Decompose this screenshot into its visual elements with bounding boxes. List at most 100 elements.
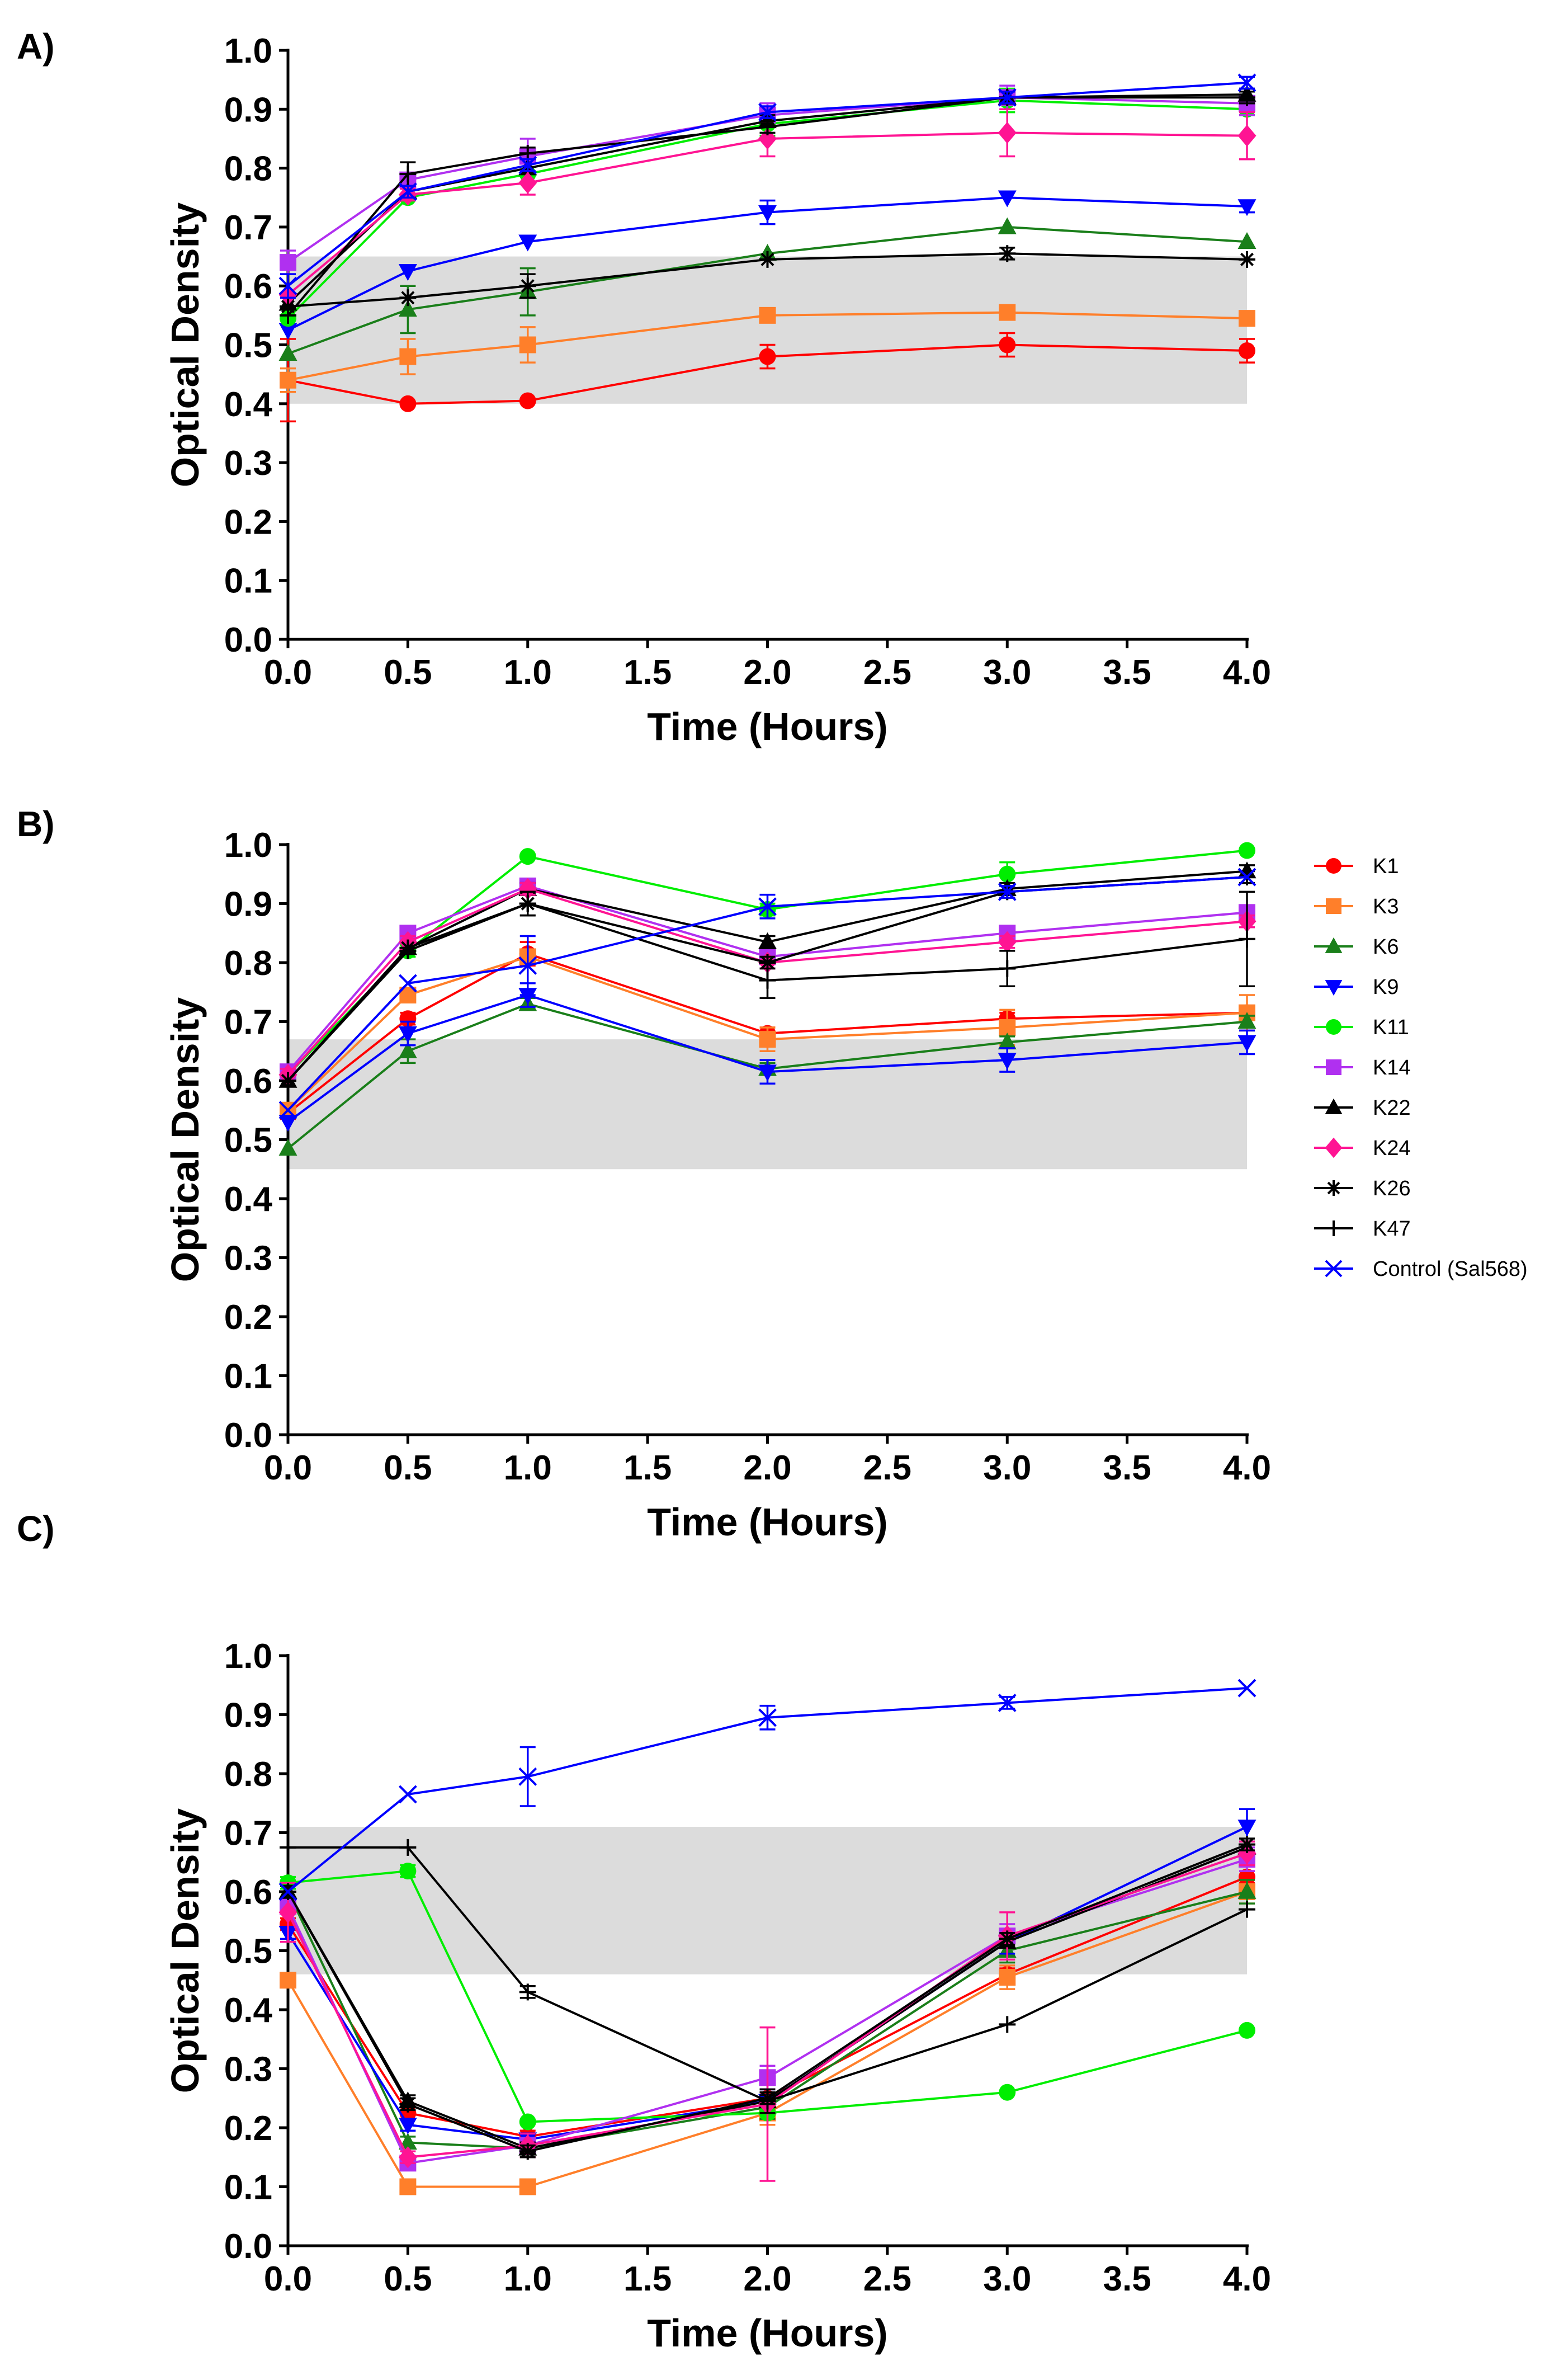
data-point bbox=[1237, 1679, 1256, 1698]
y-tick-label: 0.1 bbox=[224, 2169, 272, 2207]
shaded-band bbox=[288, 256, 1247, 404]
data-point bbox=[278, 323, 297, 340]
legend-label: K11 bbox=[1373, 1016, 1409, 1039]
y-tick-label: 0.8 bbox=[224, 944, 272, 983]
data-point bbox=[519, 392, 536, 409]
legend-label: K14 bbox=[1373, 1056, 1411, 1080]
data-point bbox=[759, 972, 776, 989]
data-point bbox=[398, 182, 417, 201]
x-tick-label: 4.0 bbox=[1223, 653, 1271, 692]
y-tick-label: 0.5 bbox=[224, 327, 272, 365]
legend-label: K3 bbox=[1373, 895, 1399, 918]
data-point bbox=[758, 1708, 777, 1727]
legend-marker bbox=[1326, 1019, 1341, 1035]
x-tick-label: 2.0 bbox=[743, 653, 791, 692]
data-point bbox=[1239, 310, 1255, 327]
series-line bbox=[287, 252, 1248, 308]
data-point bbox=[280, 254, 296, 271]
x-tick-label: 3.5 bbox=[1103, 2260, 1151, 2298]
data-point bbox=[759, 251, 776, 268]
data-point bbox=[399, 2178, 417, 2195]
data-point bbox=[1239, 1836, 1255, 1853]
data-point bbox=[759, 348, 776, 365]
data-point bbox=[280, 1839, 296, 1856]
data-point bbox=[519, 895, 536, 912]
x-tick-label: 2.0 bbox=[743, 2260, 791, 2298]
legend-label: K24 bbox=[1373, 1137, 1411, 1160]
data-point bbox=[518, 234, 537, 252]
x-tick-label: 1.0 bbox=[504, 653, 552, 692]
panel-label: B) bbox=[17, 804, 55, 844]
data-point bbox=[519, 336, 536, 354]
data-point bbox=[519, 2178, 536, 2195]
y-axis-title: Optical Density bbox=[163, 997, 207, 1283]
y-tick-label: 0.7 bbox=[224, 209, 272, 247]
series-k26 bbox=[280, 245, 1255, 315]
series-line bbox=[287, 1891, 1248, 2150]
y-axis-title: Optical Density bbox=[163, 1808, 207, 2094]
y-tick-label: 0.6 bbox=[224, 1873, 272, 1912]
series-line bbox=[287, 196, 1248, 331]
y-tick-label: 0.6 bbox=[224, 267, 272, 306]
x-tick-label: 2.5 bbox=[863, 1449, 911, 1487]
data-point bbox=[398, 1785, 417, 1804]
data-point bbox=[519, 277, 536, 295]
y-tick-label: 1.0 bbox=[224, 1637, 272, 1676]
x-tick-label: 3.0 bbox=[983, 2260, 1031, 2298]
x-tick-label: 3.0 bbox=[983, 653, 1031, 692]
data-point bbox=[999, 2084, 1016, 2101]
data-point bbox=[1239, 930, 1255, 948]
x-tick-label: 0.0 bbox=[264, 1449, 312, 1487]
data-point bbox=[1239, 1901, 1255, 1918]
data-point bbox=[519, 2143, 536, 2160]
legend-item-k6: K6 bbox=[1314, 935, 1399, 959]
x-tick-label: 2.0 bbox=[743, 1449, 791, 1487]
x-tick-label: 2.5 bbox=[863, 653, 911, 692]
data-point bbox=[999, 960, 1016, 977]
series-line bbox=[287, 876, 1248, 1111]
legend-marker bbox=[1326, 1220, 1341, 1236]
series-k9 bbox=[278, 190, 1256, 340]
data-point bbox=[1239, 1868, 1255, 1886]
x-tick-label: 4.0 bbox=[1223, 2260, 1271, 2298]
series-line bbox=[287, 1002, 1248, 1149]
data-point bbox=[758, 205, 777, 222]
data-point bbox=[1237, 199, 1256, 216]
data-point bbox=[998, 217, 1017, 234]
data-point bbox=[999, 1968, 1016, 1986]
y-tick-label: 0.9 bbox=[224, 1696, 272, 1735]
data-point bbox=[280, 298, 296, 315]
legend-marker bbox=[1325, 980, 1343, 996]
legend-label: K47 bbox=[1373, 1217, 1411, 1241]
data-point bbox=[518, 172, 537, 194]
series-line bbox=[287, 1687, 1248, 1893]
legend-label: K9 bbox=[1373, 975, 1399, 999]
data-point bbox=[758, 1064, 777, 1082]
panel-2: B) 0.0 0.1 0.2 0.3 0.4 0.5 0.6 0.7 0.8 0.9 1.0 0.0 0.… bbox=[17, 804, 1271, 1544]
data-point bbox=[399, 942, 417, 959]
data-point bbox=[1237, 73, 1256, 92]
y-tick-label: 0.1 bbox=[224, 1358, 272, 1396]
data-point bbox=[999, 304, 1016, 321]
panel-label: A) bbox=[17, 26, 55, 67]
data-point bbox=[518, 956, 537, 975]
data-point bbox=[518, 1767, 537, 1786]
y-tick-label: 0.3 bbox=[224, 444, 272, 483]
data-point bbox=[399, 348, 417, 365]
y-tick-label: 0.3 bbox=[224, 2051, 272, 2089]
data-point bbox=[998, 931, 1017, 953]
series-line bbox=[287, 131, 1248, 296]
y-tick-label: 0.8 bbox=[224, 150, 272, 188]
series-line bbox=[287, 311, 1248, 381]
data-point bbox=[399, 166, 417, 183]
data-point bbox=[519, 2113, 536, 2131]
legend-item-k1: K1 bbox=[1314, 855, 1399, 878]
data-point bbox=[1239, 251, 1255, 268]
data-point bbox=[519, 848, 536, 865]
data-point bbox=[758, 897, 777, 916]
legend-item-k22: K22 bbox=[1314, 1096, 1411, 1120]
x-tick-label: 1.5 bbox=[623, 653, 672, 692]
series-line bbox=[287, 887, 1248, 1076]
y-tick-label: 0.9 bbox=[224, 91, 272, 129]
data-point bbox=[278, 1901, 297, 1924]
